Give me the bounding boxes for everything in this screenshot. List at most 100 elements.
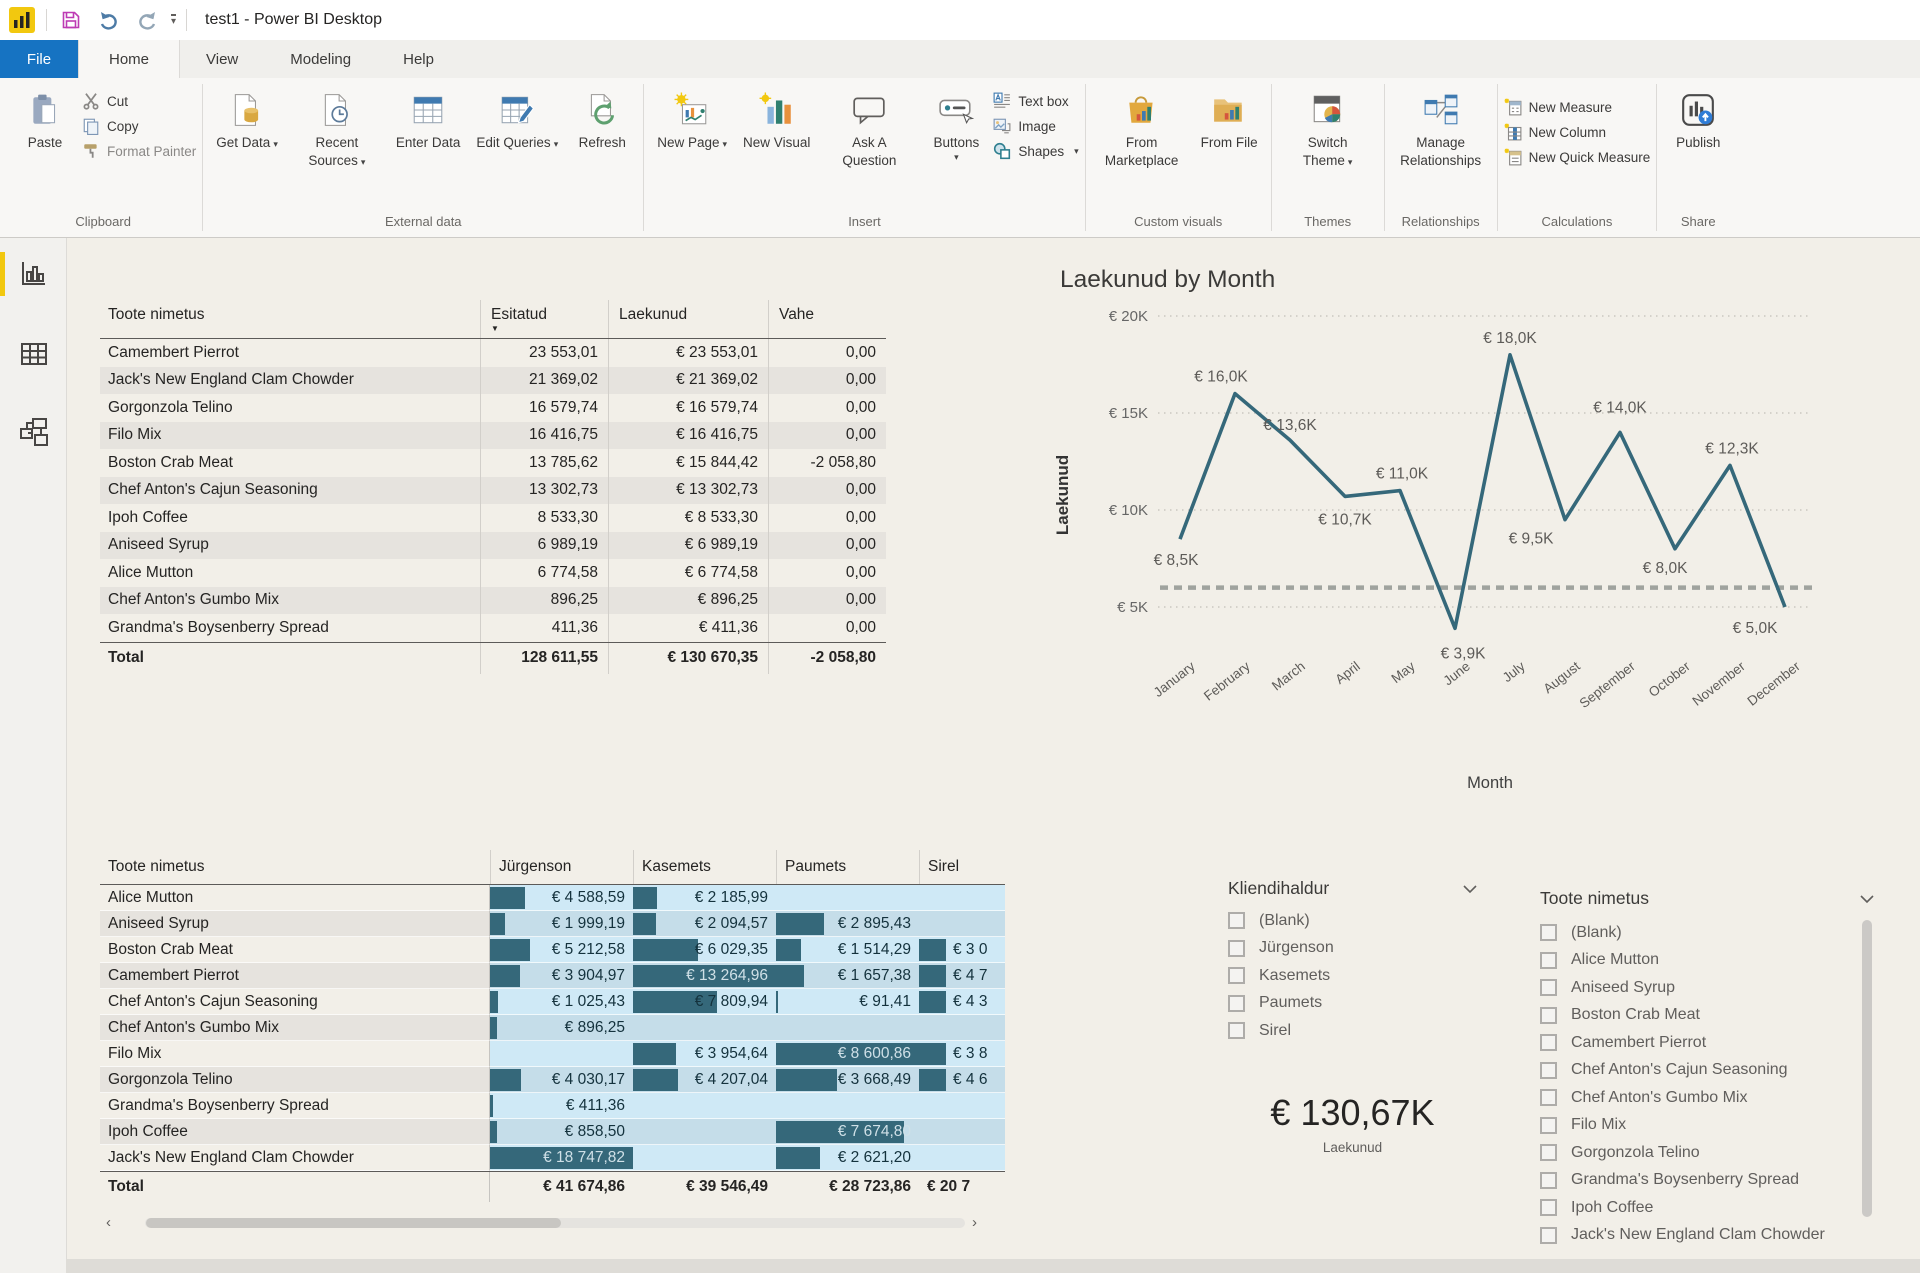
slicer-item[interactable]: Chef Anton's Cajun Seasoning: [1540, 1057, 1875, 1085]
slicer-item[interactable]: Sirel: [1228, 1017, 1478, 1045]
switch-theme-button[interactable]: Switch Theme ▾: [1278, 82, 1378, 169]
get-data-button[interactable]: Get Data ▾: [209, 82, 285, 152]
buttons-button[interactable]: Buttons ▾: [921, 82, 991, 163]
recent-sources-button[interactable]: Recent Sources ▾: [287, 82, 387, 169]
table-row[interactable]: Ipoh Coffee 8 533,30 € 8 533,30 0,00: [100, 504, 886, 532]
table-col-vahe[interactable]: Vahe: [768, 300, 886, 338]
new-measure-button[interactable]: New Measure: [1504, 98, 1651, 116]
refresh-button[interactable]: Refresh: [567, 82, 637, 152]
text-box-button[interactable]: Text box: [993, 92, 1078, 110]
table-row[interactable]: Gorgonzola Telino 16 579,74 € 16 579,74 …: [100, 394, 886, 422]
scroll-right-icon[interactable]: ›: [972, 1214, 977, 1231]
checkbox-icon[interactable]: [1540, 1006, 1557, 1024]
matrix-row[interactable]: Chef Anton's Gumbo Mix € 896,25: [100, 1015, 1005, 1041]
slicer-item[interactable]: Jack's New England Clam Chowder: [1540, 1222, 1875, 1247]
checkbox-icon[interactable]: [1540, 1061, 1557, 1079]
slicer-item[interactable]: Kasemets: [1228, 962, 1478, 990]
new-page-button[interactable]: New Page ▾: [650, 82, 734, 152]
matrix-col-jurgenson[interactable]: Jürgenson: [490, 850, 633, 884]
chevron-down-icon[interactable]: [1859, 894, 1875, 904]
slicer-item[interactable]: Jürgenson: [1228, 935, 1478, 963]
toote-slicer-scrollbar[interactable]: [1862, 920, 1872, 1217]
slicer-item[interactable]: (Blank): [1228, 907, 1478, 935]
copy-button[interactable]: Copy: [82, 117, 196, 135]
save-icon[interactable]: [57, 6, 85, 34]
new-quick-measure-button[interactable]: New Quick Measure: [1504, 148, 1650, 166]
slicer-item[interactable]: (Blank): [1540, 919, 1875, 947]
new-visual-button[interactable]: New Visual: [736, 82, 817, 152]
table-row[interactable]: Aniseed Syrup 6 989,19 € 6 989,19 0,00: [100, 531, 886, 559]
matrix-col-kasemets[interactable]: Kasemets: [633, 850, 776, 884]
undo-icon[interactable]: [95, 6, 123, 34]
publish-button[interactable]: Publish: [1663, 82, 1733, 152]
checkbox-icon[interactable]: [1228, 939, 1245, 957]
from-marketplace-button[interactable]: From Marketplace: [1092, 82, 1192, 169]
matrix-hscrollbar[interactable]: [145, 1218, 965, 1228]
checkbox-icon[interactable]: [1540, 1116, 1557, 1134]
slicer-item[interactable]: Camembert Pierrot: [1540, 1029, 1875, 1057]
checkbox-icon[interactable]: [1540, 1089, 1557, 1107]
data-view-icon[interactable]: [18, 338, 50, 370]
checkbox-icon[interactable]: [1228, 967, 1245, 985]
matrix-row[interactable]: Chef Anton's Cajun Seasoning € 1 025,43 …: [100, 989, 1005, 1015]
slicer-item[interactable]: Aniseed Syrup: [1540, 974, 1875, 1002]
table-col-esitatud[interactable]: Esitatud ▼: [480, 300, 608, 338]
slicer-item[interactable]: Ipoh Coffee: [1540, 1194, 1875, 1222]
matrix-row[interactable]: Grandma's Boysenberry Spread € 411,36: [100, 1093, 1005, 1119]
slicer-item[interactable]: Paumets: [1228, 990, 1478, 1018]
checkbox-icon[interactable]: [1540, 1144, 1557, 1162]
matrix-row[interactable]: Alice Mutton € 4 588,59 € 2 185,99: [100, 885, 1005, 911]
manage-relationships-button[interactable]: Manage Relationships: [1391, 82, 1491, 169]
paste-button[interactable]: Paste: [10, 82, 80, 152]
checkbox-icon[interactable]: [1540, 951, 1557, 969]
matrix-row[interactable]: Boston Crab Meat € 5 212,58 € 6 029,35 €…: [100, 937, 1005, 963]
tab-modeling[interactable]: Modeling: [290, 50, 352, 68]
matrix-row[interactable]: Aniseed Syrup € 1 999,19 € 2 094,57 € 2 …: [100, 911, 1005, 937]
checkbox-icon[interactable]: [1540, 924, 1557, 942]
matrix-col-sirel[interactable]: Sirel: [919, 850, 1005, 884]
slicer-item[interactable]: Grandma's Boysenberry Spread: [1540, 1167, 1875, 1195]
checkbox-icon[interactable]: [1228, 994, 1245, 1012]
table-col-laekunud[interactable]: Laekunud: [608, 300, 768, 338]
cut-button[interactable]: Cut: [82, 92, 196, 110]
matrix-row[interactable]: Gorgonzola Telino € 4 030,17 € 4 207,04 …: [100, 1067, 1005, 1093]
checkbox-icon[interactable]: [1228, 912, 1245, 930]
matrix-row[interactable]: Camembert Pierrot € 3 904,97 € 13 264,96…: [100, 963, 1005, 989]
format-painter-button[interactable]: Format Painter: [82, 142, 196, 160]
slicer-item[interactable]: Boston Crab Meat: [1540, 1002, 1875, 1030]
matrix-col-toote-nimetus[interactable]: Toote nimetus: [108, 858, 205, 875]
slicer-item[interactable]: Gorgonzola Telino: [1540, 1139, 1875, 1167]
checkbox-icon[interactable]: [1228, 1022, 1245, 1040]
tab-home[interactable]: Home: [78, 40, 180, 78]
table-row[interactable]: Chef Anton's Cajun Seasoning 13 302,73 €…: [100, 476, 886, 504]
scroll-left-icon[interactable]: ‹: [106, 1214, 111, 1231]
line-chart-svg[interactable]: € 20K € 15K € 10K € 5K € 8,5K € 16,0K € 13,6K €…: [1050, 260, 1830, 820]
matrix-row[interactable]: Filo Mix € 3 954,64 € 8 600,86: [100, 1041, 1005, 1067]
checkbox-icon[interactable]: [1540, 1226, 1557, 1244]
table-row[interactable]: Camembert Pierrot 23 553,01 € 23 553,01 …: [100, 339, 886, 367]
matrix-hscrollbar-thumb[interactable]: [146, 1218, 561, 1228]
model-view-icon[interactable]: [18, 416, 50, 448]
table-row[interactable]: Jack's New England Clam Chowder 21 369,0…: [100, 366, 886, 394]
report-view-icon[interactable]: [18, 258, 50, 290]
checkbox-icon[interactable]: [1540, 1171, 1557, 1189]
redo-icon[interactable]: [133, 6, 161, 34]
quick-access-toolbar-caret-icon[interactable]: ▾: [171, 13, 177, 27]
chevron-down-icon[interactable]: [1462, 884, 1478, 894]
from-file-button[interactable]: From File: [1194, 82, 1265, 152]
table-row[interactable]: Chef Anton's Gumbo Mix 896,25 € 896,25 0…: [100, 586, 886, 614]
enter-data-button[interactable]: Enter Data: [389, 82, 468, 152]
tab-file[interactable]: File: [0, 40, 78, 78]
edit-queries-button[interactable]: Edit Queries ▾: [469, 82, 565, 152]
checkbox-icon[interactable]: [1540, 1034, 1557, 1052]
tab-help[interactable]: Help: [403, 50, 434, 68]
ask-a-question-button[interactable]: Ask A Question: [819, 82, 919, 169]
table-row[interactable]: Boston Crab Meat 13 785,62 € 15 844,42 -…: [100, 449, 886, 477]
slicer-item[interactable]: Filo Mix: [1540, 1112, 1875, 1140]
slicer-item[interactable]: Chef Anton's Gumbo Mix: [1540, 1084, 1875, 1112]
image-button[interactable]: Image: [993, 117, 1078, 135]
new-column-button[interactable]: New Column: [1504, 123, 1651, 141]
shapes-button[interactable]: Shapes ▾: [993, 142, 1079, 160]
slicer-item[interactable]: Alice Mutton: [1540, 947, 1875, 975]
matrix-col-paumets[interactable]: Paumets: [776, 850, 919, 884]
